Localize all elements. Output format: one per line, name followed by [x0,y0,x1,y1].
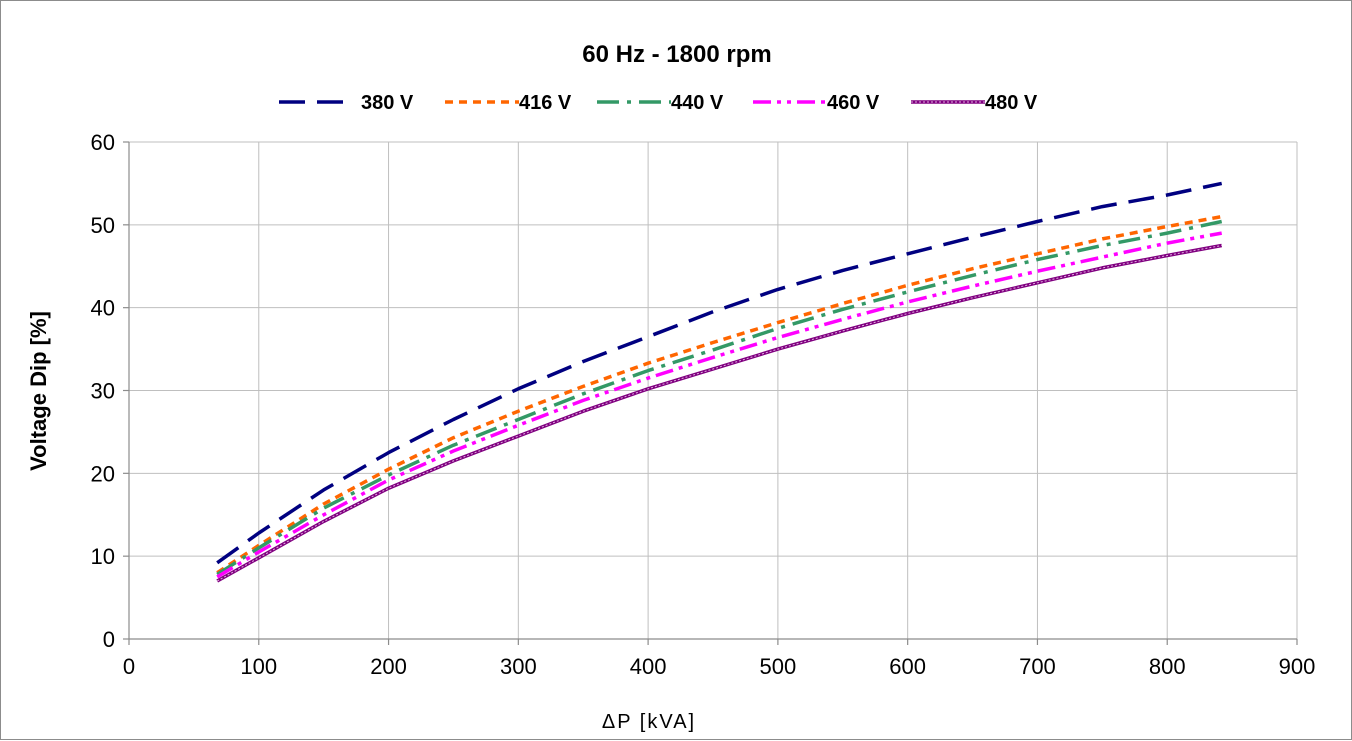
x-tick-label: 0 [123,654,135,679]
axes [123,141,1298,645]
series-line-416v [216,214,1223,575]
series-lines [216,181,1223,583]
x-tick-label: 500 [760,654,797,679]
x-tick-label: 300 [500,654,537,679]
series-line-460v [216,231,1223,579]
x-tick-label: 100 [240,654,277,679]
x-tick-label: 600 [889,654,926,679]
x-tick-label: 900 [1279,654,1316,679]
x-tick-label: 200 [370,654,407,679]
x-tick-label: 400 [630,654,667,679]
legend-label: 480 V [985,92,1038,114]
grid [129,141,1298,639]
x-tick-labels: 0 100 200 300 400 500 600 700 800 900 [123,654,1315,679]
series-line-texture [216,245,1222,582]
chart-title: 60 Hz - 1800 rpm [582,41,771,68]
y-tick-label: 50 [91,213,115,238]
y-tick-label: 10 [91,544,115,569]
legend-label: 380 V [361,92,414,114]
legend: 380 V 416 V 440 V 460 V 480 V [279,92,1038,114]
legend-label: 416 V [519,92,572,114]
series-line-440v [216,219,1223,576]
legend-label: 460 V [827,92,880,114]
y-tick-label: 0 [103,627,115,652]
y-tick-label: 40 [91,296,115,321]
y-tick-label: 60 [91,130,115,155]
y-tick-label: 20 [91,461,115,486]
y-axis-label: Voltage Dip [%] [26,311,51,471]
series-line-480v [216,243,1223,583]
x-tick-label: 800 [1149,654,1186,679]
x-tick-label: 700 [1019,654,1056,679]
series-line-380v [216,181,1223,565]
y-tick-labels: 0 10 20 30 40 50 60 [91,130,115,652]
x-axis-label: ΔP [kVA] [602,711,696,733]
y-tick-label: 30 [91,379,115,404]
legend-label: 440 V [671,92,724,114]
